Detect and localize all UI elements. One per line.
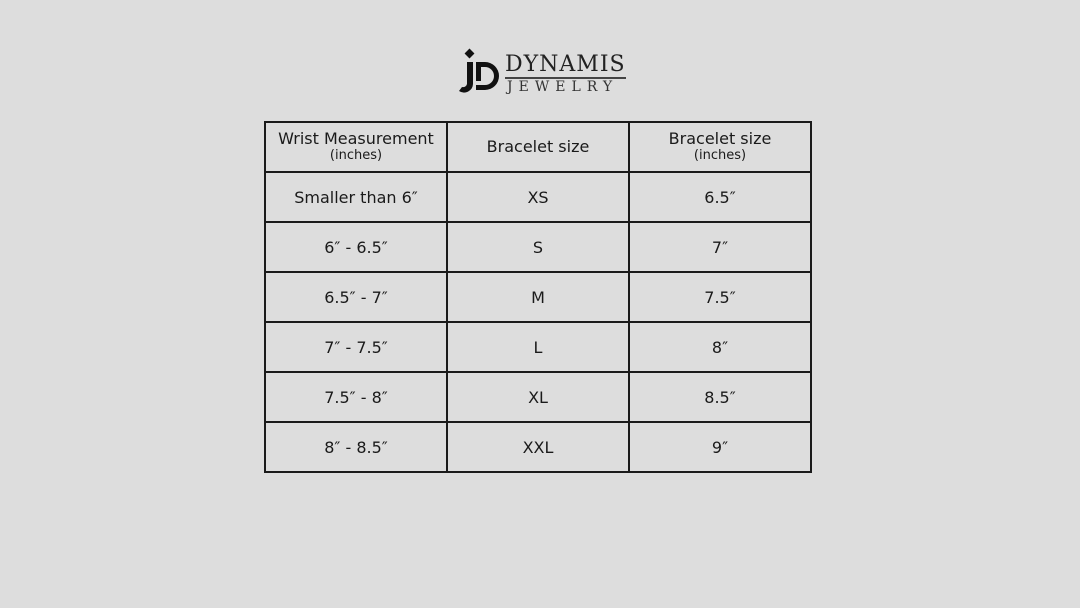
header-title: Wrist Measurement bbox=[278, 129, 434, 148]
bracelet-size-chart: Wrist Measurement (inches) Bracelet size … bbox=[264, 121, 812, 473]
header-unit: (inches) bbox=[693, 148, 747, 163]
size-cell: XXL bbox=[446, 421, 630, 473]
length-cell: 8″ bbox=[628, 321, 812, 373]
table-row: 7″ - 7.5″ L 8″ bbox=[264, 321, 812, 373]
wrist-cell: Smaller than 6″ bbox=[264, 171, 448, 223]
dynamis-jewelry-logo: DYNAMIS JEWELRY bbox=[458, 48, 628, 98]
header-unit: (inches) bbox=[329, 148, 383, 163]
wrist-cell: 8″ - 8.5″ bbox=[264, 421, 448, 473]
header-length: Bracelet size (inches) bbox=[628, 121, 812, 173]
size-cell: M bbox=[446, 271, 630, 323]
wrist-cell: 7″ - 7.5″ bbox=[264, 321, 448, 373]
length-cell: 9″ bbox=[628, 421, 812, 473]
header-title: Bracelet size bbox=[668, 129, 772, 148]
table-row: 6″ - 6.5″ S 7″ bbox=[264, 221, 812, 273]
wrist-cell: 6.5″ - 7″ bbox=[264, 271, 448, 323]
jd-monogram-icon bbox=[459, 48, 499, 93]
header-row: Wrist Measurement (inches) Bracelet size … bbox=[264, 121, 812, 173]
wrist-cell: 6″ - 6.5″ bbox=[264, 221, 448, 273]
size-cell: S bbox=[446, 221, 630, 273]
brand-name: DYNAMIS bbox=[505, 52, 626, 79]
table-row: Smaller than 6″ XS 6.5″ bbox=[264, 171, 812, 223]
length-cell: 8.5″ bbox=[628, 371, 812, 423]
header-size: Bracelet size bbox=[446, 121, 630, 173]
table-row: 7.5″ - 8″ XL 8.5″ bbox=[264, 371, 812, 423]
header-title: Bracelet size bbox=[486, 137, 590, 156]
table-row: 8″ - 8.5″ XXL 9″ bbox=[264, 421, 812, 473]
wrist-cell: 7.5″ - 8″ bbox=[264, 371, 448, 423]
header-wrist: Wrist Measurement (inches) bbox=[264, 121, 448, 173]
length-cell: 7″ bbox=[628, 221, 812, 273]
size-cell: XL bbox=[446, 371, 630, 423]
table-row: 6.5″ - 7″ M 7.5″ bbox=[264, 271, 812, 323]
size-cell: L bbox=[446, 321, 630, 373]
length-cell: 6.5″ bbox=[628, 171, 812, 223]
length-cell: 7.5″ bbox=[628, 271, 812, 323]
brand-subtitle: JEWELRY bbox=[507, 79, 619, 95]
size-cell: XS bbox=[446, 171, 630, 223]
